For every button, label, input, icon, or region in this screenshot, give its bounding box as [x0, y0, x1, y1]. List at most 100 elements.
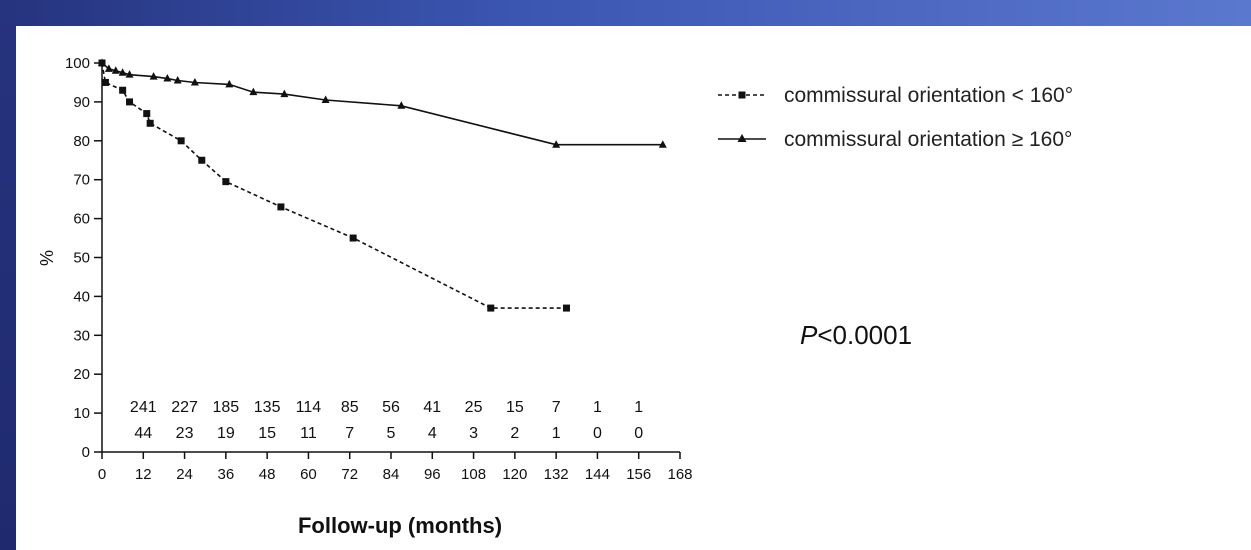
data-point-square [222, 178, 230, 186]
x-tick-label: 96 [424, 466, 441, 483]
y-tick-label: 30 [73, 327, 90, 344]
y-tick-label: 0 [82, 444, 90, 461]
at-risk-value-row1: 114 [296, 399, 322, 416]
at-risk-value-row1: 135 [254, 399, 281, 416]
data-point-square [146, 119, 154, 127]
legend-triangle-marker [737, 134, 747, 142]
y-tick-label: 70 [73, 172, 90, 189]
at-risk-value-row1: 1 [593, 399, 602, 416]
x-tick-label: 84 [383, 466, 400, 483]
x-tick-label: 36 [218, 466, 235, 483]
at-risk-value-row2: 0 [634, 425, 643, 442]
x-tick-label: 132 [544, 466, 569, 483]
x-axis-title: Follow-up (months) [298, 513, 502, 538]
data-point-square [198, 156, 206, 164]
data-point-triangle [321, 95, 330, 103]
data-point-square [119, 86, 127, 94]
data-point-square [349, 234, 357, 242]
axes [101, 62, 680, 453]
slide-left-band [0, 0, 16, 550]
y-tick-label: 100 [65, 55, 90, 72]
data-point-square [177, 137, 185, 145]
legend-label-lt160: commissural orientation < 160° [784, 84, 1073, 107]
data-point-square [101, 78, 109, 86]
at-risk-value-row2: 44 [134, 425, 152, 442]
at-risk-value-row1: 7 [552, 399, 561, 416]
series-line-1 [101, 62, 663, 146]
series-layer [98, 58, 667, 312]
at-risk-value-row1: 1 [634, 399, 643, 416]
data-point-triangle [190, 77, 199, 86]
at-risk-value-row2: 23 [176, 425, 194, 442]
data-point-triangle [118, 68, 127, 76]
data-point-square [487, 304, 495, 312]
y-tick-label: 90 [73, 94, 90, 111]
x-tick-label: 0 [98, 466, 106, 483]
x-tick-label: 72 [341, 466, 358, 483]
at-risk-value-row1: 85 [341, 399, 359, 416]
at-risk-value-row1: 185 [213, 399, 240, 416]
data-point-triangle [249, 87, 258, 96]
y-tick-label: 60 [73, 211, 90, 228]
chart-panel [16, 26, 1251, 550]
legend-label-ge160: commissural orientation ≥ 160° [784, 128, 1072, 151]
x-tick-label: 156 [626, 466, 651, 483]
y-tick-label: 40 [73, 288, 90, 305]
legend-square-marker [738, 91, 746, 99]
data-point-triangle [98, 58, 106, 66]
x-tick-label: 48 [259, 466, 276, 483]
y-tick-label: 50 [73, 250, 90, 267]
data-point-triangle [173, 76, 182, 84]
y-tick-label: 80 [73, 133, 90, 150]
at-risk-value-row2: 0 [593, 425, 602, 442]
at-risk-value-row1: 15 [506, 399, 524, 416]
at-risk-value-row2: 15 [258, 425, 276, 442]
at-risk-value-row1: 25 [465, 399, 483, 416]
x-tick-label: 60 [300, 466, 317, 483]
legend-item-lt160: commissural orientation < 160° [718, 84, 1073, 107]
p-value-annotation: P<0.0001 [800, 320, 912, 350]
y-tick-label: 10 [73, 405, 90, 422]
data-point-square [126, 98, 134, 106]
series-line-0 [101, 62, 567, 309]
at-risk-value-row2: 19 [217, 425, 235, 442]
data-point-triangle [149, 72, 158, 80]
data-point-triangle [125, 70, 134, 78]
data-point-square [562, 304, 570, 312]
at-risk-value-row1: 41 [423, 399, 441, 416]
data-point-triangle [280, 89, 289, 98]
x-tick-label: 144 [585, 466, 610, 483]
x-tick-label: 120 [502, 466, 527, 483]
y-ticks: 0 10 20 30 40 50 60 70 80 90 100 [65, 55, 102, 461]
y-axis-title: % [36, 250, 56, 266]
data-point-triangle [111, 66, 120, 74]
legend: commissural orientation < 160° commissur… [718, 84, 1073, 151]
at-risk-value-row2: 2 [510, 425, 519, 442]
data-point-triangle [104, 64, 113, 72]
legend-item-ge160: commissural orientation ≥ 160° [718, 128, 1072, 151]
at-risk-table: 2414422723185191351511411857565414253152… [130, 399, 643, 442]
at-risk-value-row2: 11 [300, 425, 317, 442]
data-point-triangle [163, 74, 172, 82]
x-ticks: 0 12 24 36 48 60 72 84 96 108 120 132 144 156 168 [98, 452, 693, 483]
data-point-triangle [552, 140, 561, 148]
at-risk-value-row2: 1 [552, 425, 561, 442]
x-tick-label: 12 [135, 466, 152, 483]
slide-top-band [0, 0, 1251, 26]
at-risk-value-row2: 3 [469, 425, 478, 442]
at-risk-value-row2: 5 [387, 425, 396, 442]
data-point-square [277, 203, 285, 211]
y-tick-label: 20 [73, 366, 90, 383]
at-risk-value-row1: 241 [130, 399, 157, 416]
at-risk-value-row1: 227 [171, 399, 198, 416]
x-tick-label: 108 [461, 466, 486, 483]
at-risk-value-row2: 4 [428, 425, 437, 442]
at-risk-value-row1: 56 [382, 399, 400, 416]
data-point-triangle [658, 140, 667, 148]
data-point-triangle [397, 101, 406, 109]
at-risk-value-row2: 7 [345, 425, 354, 442]
x-tick-label: 168 [667, 466, 692, 483]
data-point-triangle [225, 79, 234, 88]
data-point-square [143, 110, 151, 118]
